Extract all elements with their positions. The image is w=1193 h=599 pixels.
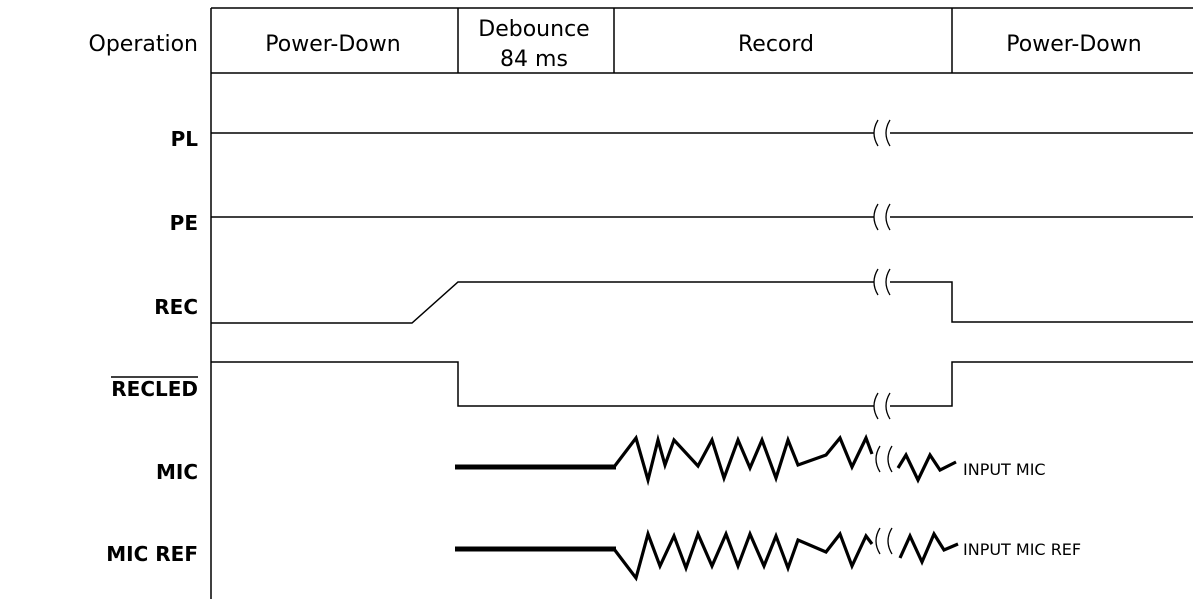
signal-label-pe: PE — [170, 211, 198, 235]
signal-label-mic: MIC — [156, 460, 198, 484]
waveform-mic-ref — [455, 527, 959, 582]
annotation-input-mic-ref: INPUT MIC REF — [963, 540, 1081, 559]
waveform-pe — [211, 203, 1193, 231]
waveform-mic — [455, 433, 957, 487]
signal-label-recled: RECLED — [111, 377, 198, 401]
waveform-rec — [211, 268, 1193, 324]
operation-label: Operation — [89, 32, 198, 57]
header-frame — [210, 7, 1193, 599]
signal-label-pl: PL — [171, 127, 199, 151]
signal-label-rec: REC — [154, 295, 198, 319]
waveform-pl — [211, 119, 1193, 147]
phase-power-down-start: Power-Down — [265, 32, 400, 57]
annotation-input-mic: INPUT MIC — [963, 460, 1046, 479]
phase-debounce-time: 84 ms — [500, 47, 568, 72]
phase-debounce: Debounce — [478, 17, 589, 42]
signal-label-mic-ref: MIC REF — [106, 542, 198, 566]
phase-power-down-end: Power-Down — [1006, 32, 1141, 57]
phase-record: Record — [738, 32, 814, 57]
waveform-recled — [211, 361, 1193, 420]
